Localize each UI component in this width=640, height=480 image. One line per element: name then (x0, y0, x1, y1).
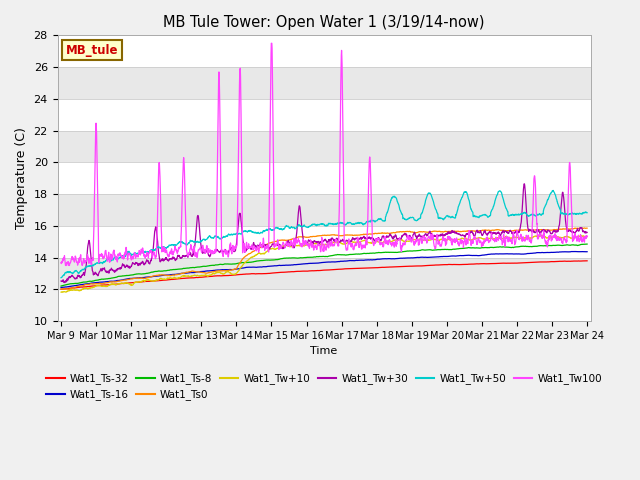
Wat1_Tw+10 (568, 235, 576, 241)
Wat1_Tw+10 (58, 289, 66, 295)
Wat1_Tw+50 (472, 214, 479, 220)
Bar (58, 36, 591, 67)
Wat1_Tw+30 (84, 242, 92, 248)
Wat1_Ts-32 (472, 261, 479, 267)
X-axis label: Time: Time (310, 346, 338, 356)
Wat1_Tw+50 (583, 210, 591, 216)
Bar (58, 99, 591, 131)
Wat1_Tw100 (84, 257, 92, 263)
Line: Wat1_Tw+10: Wat1_Tw+10 (61, 235, 587, 292)
Bar (58, 131, 591, 162)
Line: Wat1_Ts0: Wat1_Ts0 (61, 228, 587, 289)
Wat1_Ts-8 (84, 278, 92, 284)
Wat1_Tw+50 (57, 275, 65, 280)
Wat1_Tw100 (57, 260, 65, 265)
Wat1_Ts-8 (57, 283, 65, 289)
Wat1_Ts0 (568, 226, 576, 232)
Text: MB_tule: MB_tule (65, 44, 118, 57)
Wat1_Ts-32 (300, 268, 307, 274)
Wat1_Ts-16 (84, 281, 92, 287)
Line: Wat1_Tw100: Wat1_Tw100 (61, 43, 587, 265)
Wat1_Ts-16 (571, 249, 579, 254)
Wat1_Tw+50 (568, 210, 575, 216)
Wat1_Ts0 (300, 234, 307, 240)
Line: Wat1_Tw+50: Wat1_Tw+50 (61, 191, 587, 277)
Wat1_Ts-32 (313, 268, 321, 274)
Wat1_Tw+30 (300, 236, 307, 241)
Wat1_Ts-8 (472, 245, 479, 251)
Wat1_Ts-32 (568, 258, 575, 264)
Wat1_Tw100 (568, 218, 576, 224)
Wat1_Ts-16 (568, 249, 575, 254)
Wat1_Ts-32 (568, 258, 576, 264)
Bar (58, 226, 591, 257)
Wat1_Ts-16 (583, 249, 591, 254)
Wat1_Tw100 (583, 233, 591, 239)
Bar (58, 67, 591, 99)
Wat1_Ts0 (583, 225, 591, 231)
Line: Wat1_Ts-16: Wat1_Ts-16 (61, 252, 587, 288)
Wat1_Ts-16 (57, 285, 65, 290)
Wat1_Ts0 (84, 282, 92, 288)
Wat1_Tw100 (314, 242, 321, 248)
Wat1_Ts-32 (57, 287, 65, 292)
Wat1_Ts-16 (472, 252, 479, 258)
Wat1_Tw+10 (57, 289, 65, 295)
Bar (58, 289, 591, 321)
Wat1_Tw+50 (549, 188, 557, 193)
Wat1_Tw+50 (299, 223, 307, 229)
Wat1_Tw+10 (472, 236, 479, 241)
Wat1_Ts-16 (299, 261, 307, 267)
Bar (58, 162, 591, 194)
Wat1_Tw100 (472, 236, 479, 241)
Wat1_Ts-8 (299, 255, 307, 261)
Wat1_Ts0 (57, 286, 65, 292)
Title: MB Tule Tower: Open Water 1 (3/19/14-now): MB Tule Tower: Open Water 1 (3/19/14-now… (163, 15, 485, 30)
Line: Wat1_Ts-32: Wat1_Ts-32 (61, 261, 587, 289)
Wat1_Tw+50 (313, 222, 321, 228)
Wat1_Tw+30 (57, 278, 65, 284)
Wat1_Tw+10 (313, 240, 321, 246)
Wat1_Tw+30 (568, 229, 576, 235)
Wat1_Tw+50 (84, 264, 92, 269)
Wat1_Tw+10 (583, 234, 591, 240)
Wat1_Ts-8 (583, 241, 591, 247)
Bar (58, 194, 591, 226)
Legend: Wat1_Ts-32, Wat1_Ts-16, Wat1_Ts-8, Wat1_Ts0, Wat1_Tw+10, Wat1_Tw+30, Wat1_Tw+50,: Wat1_Ts-32, Wat1_Ts-16, Wat1_Ts-8, Wat1_… (42, 369, 607, 405)
Line: Wat1_Tw+30: Wat1_Tw+30 (61, 184, 587, 283)
Wat1_Tw+10 (568, 235, 576, 241)
Wat1_Tw+30 (472, 230, 479, 236)
Wat1_Ts0 (313, 233, 321, 239)
Wat1_Ts-16 (313, 260, 321, 266)
Wat1_Ts0 (580, 225, 588, 231)
Wat1_Ts-32 (583, 258, 591, 264)
Wat1_Ts-8 (568, 242, 575, 248)
Wat1_Ts0 (568, 226, 575, 232)
Wat1_Ts0 (472, 228, 479, 234)
Wat1_Tw+10 (84, 286, 92, 292)
Wat1_Ts-32 (58, 287, 66, 292)
Wat1_Tw+30 (61, 280, 68, 286)
Wat1_Ts-16 (568, 249, 575, 254)
Wat1_Tw+30 (568, 229, 576, 235)
Wat1_Tw100 (268, 40, 275, 46)
Wat1_Ts-32 (583, 258, 591, 264)
Wat1_Tw+30 (313, 240, 321, 245)
Wat1_Ts-8 (568, 242, 575, 248)
Wat1_Ts-32 (84, 284, 92, 289)
Wat1_Tw+30 (583, 229, 591, 235)
Wat1_Tw+30 (520, 181, 528, 187)
Wat1_Tw+50 (568, 211, 576, 216)
Line: Wat1_Ts-8: Wat1_Ts-8 (61, 244, 587, 286)
Wat1_Ts-8 (313, 253, 321, 259)
Bar (58, 257, 591, 289)
Wat1_Tw+10 (538, 232, 546, 238)
Y-axis label: Temperature (C): Temperature (C) (15, 127, 28, 229)
Wat1_Ts0 (65, 287, 72, 292)
Wat1_Tw100 (568, 236, 576, 242)
Wat1_Tw100 (61, 263, 69, 268)
Wat1_Tw100 (300, 239, 307, 244)
Wat1_Tw+10 (300, 243, 307, 249)
